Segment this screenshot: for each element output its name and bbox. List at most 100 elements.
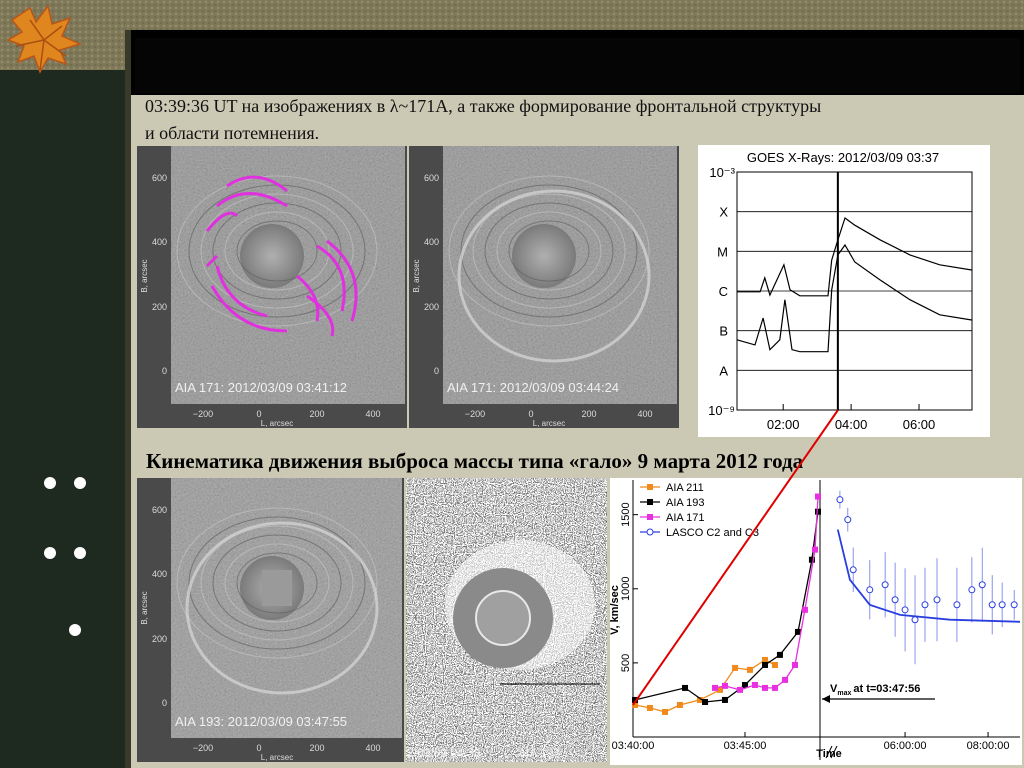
image-x-tick-label: 200 — [309, 409, 324, 419]
image-y-tick-label: 400 — [152, 569, 167, 579]
flux-line — [737, 217, 972, 297]
front-structure — [457, 189, 651, 363]
image-label: 2/03/09 04:38 — [407, 746, 481, 760]
point-marker — [1010, 601, 1018, 609]
solar-image: 0 200 400 600 −200 0 200 400 B, arcsec L, arcsec A… — [409, 146, 679, 428]
legend-label: AIA 193 — [666, 497, 705, 509]
paragraph-line: 03:39:36 UT на изображениях в λ~171А, а … — [145, 96, 821, 116]
coronal-loop — [188, 516, 366, 650]
break-mark — [825, 745, 838, 759]
coronal-loop — [236, 220, 318, 282]
arrow-head — [822, 695, 830, 703]
coronal-loop — [236, 552, 318, 614]
point-marker — [998, 601, 1006, 609]
velocity-chart: 500 1000 1500 03:40:00 03:45:00 06:00:00 08:00… — [609, 478, 1022, 765]
loop-trace — [215, 265, 268, 318]
image-x-tick-label: 200 — [581, 409, 596, 419]
loop-trace — [316, 244, 346, 312]
image-y-tick-label: 0 — [162, 698, 167, 708]
point-marker — [836, 496, 844, 504]
point-marker — [676, 701, 683, 708]
point-marker — [751, 681, 758, 688]
image-y-axis-label: B, arcsec — [140, 591, 149, 624]
image-x-axis-label: L, arcsec — [261, 419, 293, 428]
image-y-tick-label: 200 — [152, 634, 167, 644]
y-tick-label: A — [719, 363, 728, 378]
point-marker — [762, 661, 769, 668]
x-axis-label: Time — [816, 748, 841, 760]
point-marker — [844, 516, 852, 524]
leaf-icon — [6, 4, 83, 74]
y-tick-label: 10⁻³ — [709, 165, 735, 180]
connector-line — [632, 409, 839, 706]
image-y-tick-label: 200 — [152, 302, 167, 312]
coronal-loop — [224, 211, 330, 291]
x-tick-label: 06:00 — [903, 417, 936, 432]
coronal-loop — [496, 211, 602, 291]
solar-image: 0 200 400 600 −200 0 200 400 B, arcsec L, arcsec A… — [137, 478, 404, 762]
saturated-core — [262, 570, 292, 606]
image-y-tick-label: 600 — [152, 505, 167, 515]
coronal-loop — [460, 184, 638, 318]
paragraph-line: и области потемнения. — [145, 123, 319, 143]
heading-bar — [135, 38, 1020, 93]
coronal-loop — [508, 220, 590, 282]
coronagraph-image: 2/03/09 04:38 AIA 193: — [406, 478, 607, 762]
point-marker — [782, 676, 789, 683]
flux-line — [736, 243, 972, 353]
image-x-tick-label: 200 — [309, 743, 324, 753]
point-marker — [632, 701, 639, 708]
image-x-tick-label: 0 — [256, 409, 261, 419]
legend-marker — [647, 484, 653, 490]
loop-trace — [205, 254, 219, 268]
plot-frame — [736, 171, 973, 411]
image-y-axis-label: B, arcsec — [412, 259, 421, 292]
x-tick-label: 02:00 — [767, 417, 800, 432]
point-marker — [746, 666, 753, 673]
paragraph: 03:39:36 UT на изображениях в λ~171А, а … — [145, 96, 821, 143]
y-tick-label: M — [717, 244, 728, 259]
image-y-tick-label: 400 — [424, 237, 439, 247]
image-y-tick-label: 400 — [152, 237, 167, 247]
front-structure — [185, 521, 379, 695]
loop-trace — [326, 239, 358, 322]
point-marker — [632, 696, 639, 703]
x-tick-label: 03:40:00 — [612, 740, 655, 752]
loop-trace — [210, 285, 288, 333]
image-y-axis-label: B, arcsec — [140, 259, 149, 292]
coronal-loop — [448, 175, 650, 327]
loop-trace — [306, 294, 335, 337]
point-marker — [762, 656, 769, 663]
point-marker — [808, 556, 815, 563]
point-marker — [921, 601, 929, 609]
y-tick-label: 1000 — [620, 577, 632, 601]
x-tick-label: 08:00:00 — [967, 740, 1010, 752]
point-marker — [801, 606, 808, 613]
point-marker — [812, 546, 819, 553]
point-marker — [737, 686, 744, 693]
point-marker — [646, 704, 653, 711]
image-x-tick-label: 400 — [637, 409, 652, 419]
point-marker — [988, 601, 996, 609]
coronal-loop — [224, 543, 330, 623]
image-x-tick-label: −200 — [193, 743, 213, 753]
active-region — [240, 224, 304, 288]
image-x-axis-label: L, arcsec — [261, 753, 293, 762]
loop-trace — [296, 274, 320, 322]
image-y-tick-label: 0 — [162, 366, 167, 376]
image-x-tick-label: −200 — [465, 409, 485, 419]
active-region — [512, 224, 576, 288]
image-x-tick-label: 0 — [256, 743, 261, 753]
goes-chart: GOES X-Rays: 2012/03/09 03:37 10⁻³ X M C B A 10… — [698, 145, 990, 437]
point-marker — [794, 628, 801, 635]
image-x-tick-label: 0 — [528, 409, 533, 419]
point-marker — [933, 596, 941, 604]
image-y-tick-label: 200 — [424, 302, 439, 312]
point-marker — [968, 586, 976, 594]
y-axis-label: V, km/sec — [609, 585, 621, 635]
image-x-tick-label: −200 — [193, 409, 213, 419]
legend-marker — [647, 514, 653, 520]
point-marker — [901, 606, 909, 614]
point-marker — [771, 661, 778, 668]
coronal-loop — [212, 202, 342, 300]
